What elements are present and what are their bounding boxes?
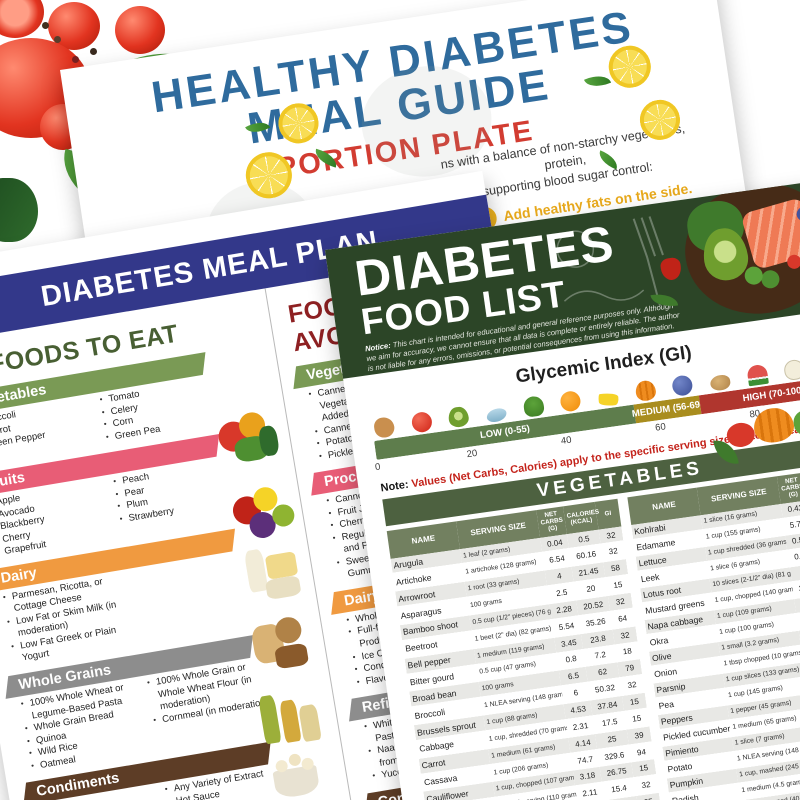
column-header: NET CARBS (G) [536, 506, 568, 538]
tomato-slice-photo [0, 0, 44, 38]
gi-tick: 60 [654, 421, 667, 434]
cell-net-carbs: 2.43 [794, 594, 800, 614]
blueberries-icon [671, 374, 694, 397]
rice-icon [783, 358, 800, 382]
cell-net-carbs: 0.74 [787, 546, 800, 567]
tangerine-icon [559, 389, 583, 413]
food-list-header: DIABETES FOOD LIST Notice: This chart is… [325, 177, 800, 379]
gi-tick: 40 [560, 434, 573, 447]
table-body: Kohlrabi 1 slice (16 grams) 0.42 4.32 Ed… [631, 492, 800, 800]
almonds-icon [372, 416, 396, 439]
gi-tick: 20 [466, 447, 479, 461]
strawberry [659, 256, 683, 282]
broccoli-icon [522, 395, 545, 418]
herb [650, 291, 679, 310]
section-list-left: 100% Whole Wheat or Legume-Based PastaWh… [13, 680, 148, 775]
cell-net-carbs: 5.75 [782, 514, 800, 535]
cell-net-carbs: 3.51 [791, 578, 800, 598]
potato-icon [709, 373, 732, 392]
zucchini-photo [0, 178, 38, 242]
avocado-icon [447, 405, 471, 429]
peppercorns-photo [42, 22, 49, 29]
food-list-body: Glycemic Index (GI) LOW (0-55) MEDIUM (56… [343, 306, 800, 800]
doodle-fork-icon [556, 216, 664, 307]
section-list-left: Parmesan, Ricotta, or Cottage CheeseLow … [0, 573, 130, 668]
table-body: Arugula 1 leaf (2 grams) 0.04 0.5 32 Art… [390, 526, 666, 800]
tomato-photo [115, 6, 165, 54]
cell-net-carbs: 0.57 [785, 530, 800, 551]
dairy-photo [238, 542, 312, 616]
section-list-left: AppleAvocadoBlackberryCherryGrapefruit [0, 479, 112, 561]
cell-net-carbs: 10 [789, 562, 800, 582]
vegetables-table-left: NAME SERVING SIZE NET CARBS (G) CALORIES (K… [386, 498, 666, 800]
banana-icon [597, 391, 620, 408]
fish-icon [485, 407, 508, 424]
food-list-poster: DIABETES FOOD LIST Notice: This chart is… [325, 177, 800, 800]
column-header: NET CARBS (G) [777, 472, 800, 504]
fruits-photo [226, 483, 301, 553]
cell-net-carbs: 2.11 [575, 782, 605, 800]
section-label: Fruits [0, 469, 27, 493]
vegetables-photo [209, 406, 289, 481]
apple-icon [410, 410, 433, 434]
section-label: Dairy [0, 564, 38, 587]
grains-photo [246, 613, 321, 685]
pumpkin-icon [634, 379, 657, 403]
watermelon-icon [745, 363, 769, 387]
popcorn-photo [266, 746, 338, 800]
gi-tick: 0 [374, 461, 382, 474]
